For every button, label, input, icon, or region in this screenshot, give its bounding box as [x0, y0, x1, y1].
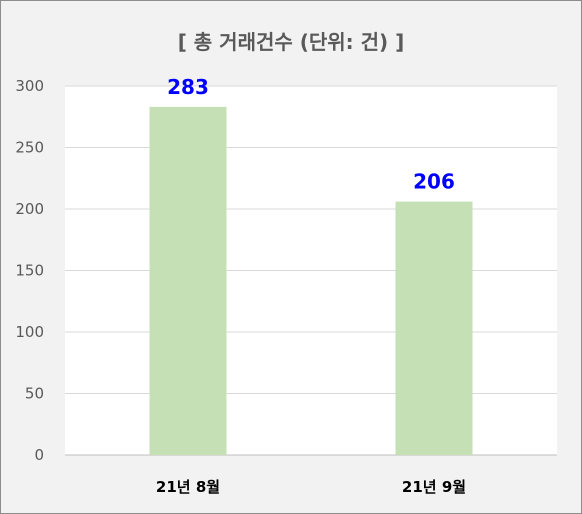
y-tick-label: 250	[15, 139, 44, 157]
x-tick-label: 21년 8월	[156, 478, 220, 496]
y-tick-label: 50	[25, 385, 44, 403]
bar	[395, 201, 473, 455]
y-tick-label: 100	[15, 323, 44, 341]
y-tick-label: 300	[15, 77, 44, 95]
y-tick-label: 150	[15, 262, 44, 280]
chart-title: [ 총 거래건수 (단위: 건) ]	[177, 30, 405, 54]
y-tick-label: 0	[34, 446, 44, 464]
bar	[149, 106, 227, 455]
data-label: 283	[167, 75, 209, 99]
x-tick-label: 21년 9월	[402, 478, 466, 496]
data-label: 206	[413, 170, 455, 194]
y-tick-label: 200	[15, 200, 44, 218]
